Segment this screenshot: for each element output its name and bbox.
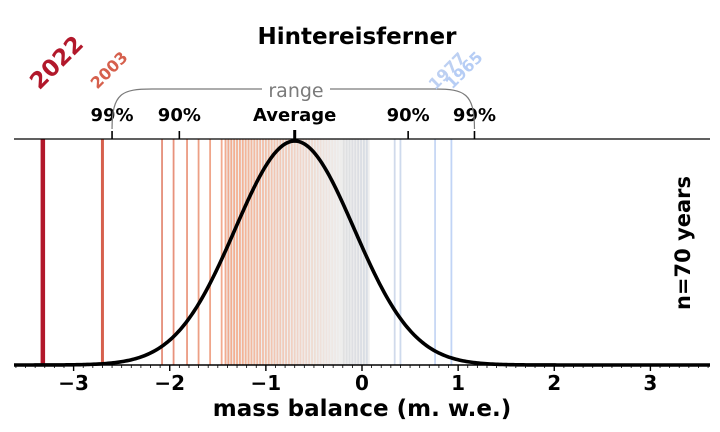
chart-title: Hintereisferner — [258, 24, 458, 50]
x-tick-label: 3 — [643, 371, 657, 395]
reference-mark-label: 99% — [91, 105, 134, 126]
reference-mark-label: 90% — [158, 105, 201, 126]
range-bracket — [111, 88, 476, 130]
x-axis-ticks: −3 −2 −1 0 1 2 3 — [15, 365, 709, 395]
reference-mark-label: 99% — [453, 105, 496, 126]
x-tick-label: −2 — [154, 371, 185, 395]
range-bracket-left — [111, 88, 262, 130]
reference-marks: 99% 90% Average 90% 99% — [91, 105, 496, 139]
x-tick-label: −3 — [58, 371, 89, 395]
reference-mark-label: Average — [253, 105, 336, 126]
x-axis-label: mass balance (m. w.e.) — [213, 396, 511, 422]
year-lines — [40, 139, 453, 365]
x-tick-label: 1 — [451, 371, 465, 395]
range-bracket-right — [330, 88, 476, 130]
range-label: range — [268, 80, 323, 102]
x-tick-label: 0 — [355, 371, 369, 395]
sample-size-label: n=70 years — [671, 176, 695, 310]
reference-mark-label: 90% — [387, 105, 430, 126]
x-tick-label: 2 — [547, 371, 561, 395]
x-tick-label: −1 — [251, 371, 282, 395]
